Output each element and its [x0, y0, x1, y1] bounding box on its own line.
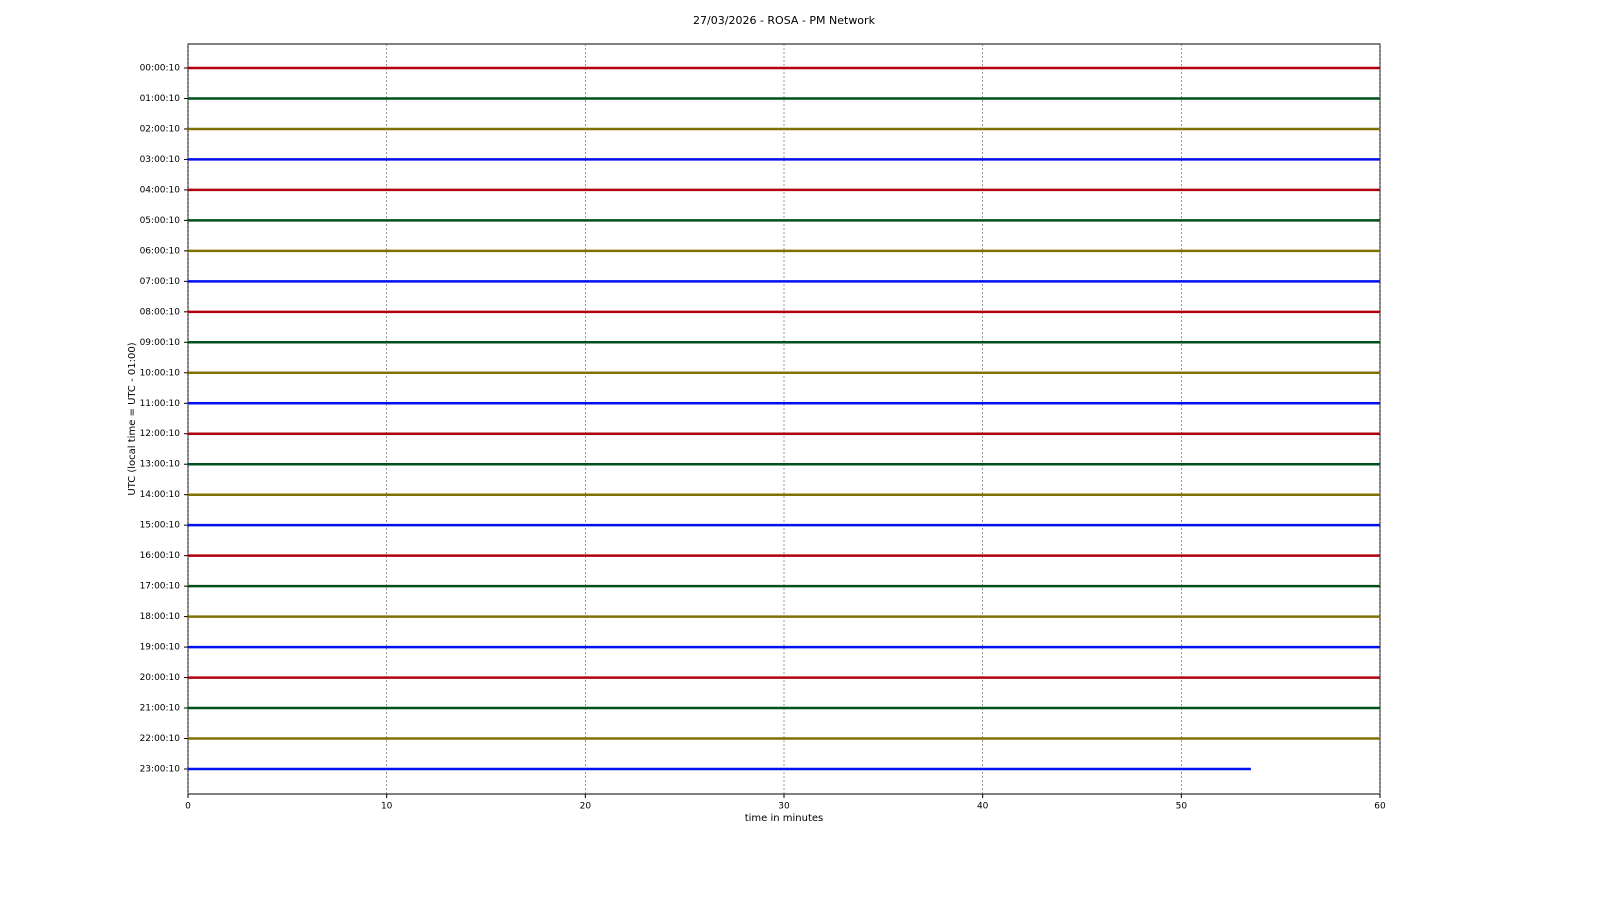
y-tick-label: 23:00:10	[140, 765, 181, 775]
y-tick-label: 00:00:10	[140, 64, 181, 74]
y-tick-label: 12:00:10	[140, 429, 181, 439]
y-tick-label: 13:00:10	[140, 460, 181, 470]
x-tick-label: 20	[580, 802, 592, 812]
x-tick-label: 10	[381, 802, 393, 812]
y-tick-label: 20:00:10	[140, 673, 181, 683]
y-tick-label: 17:00:10	[140, 582, 181, 592]
y-tick-label: 10:00:10	[140, 368, 181, 378]
y-tick-label: 22:00:10	[140, 734, 181, 744]
y-axis-label: UTC (local time = UTC - 01:00)	[127, 342, 138, 495]
x-tick-label: 50	[1176, 802, 1188, 812]
x-axis-label: time in minutes	[745, 813, 824, 824]
x-tick-label: 30	[778, 802, 790, 812]
y-tick-label: 11:00:10	[140, 399, 181, 409]
x-tick-label: 0	[185, 802, 191, 812]
y-tick-label: 09:00:10	[140, 338, 181, 348]
y-tick-label: 14:00:10	[140, 490, 181, 500]
y-tick-label: 07:00:10	[140, 277, 181, 287]
chart-title: 27/03/2026 - ROSA - PM Network	[693, 14, 876, 27]
x-tick-label: 40	[977, 802, 989, 812]
y-tick-label: 04:00:10	[140, 185, 181, 195]
y-tick-label: 18:00:10	[140, 612, 181, 622]
y-tick-label: 21:00:10	[140, 704, 181, 714]
y-tick-label: 19:00:10	[140, 643, 181, 653]
y-tick-label: 16:00:10	[140, 551, 181, 561]
y-tick-label: 03:00:10	[140, 155, 181, 165]
y-tick-label: 01:00:10	[140, 94, 181, 104]
y-tick-label: 05:00:10	[140, 216, 181, 226]
y-tick-label: 06:00:10	[140, 246, 181, 256]
y-tick-label: 02:00:10	[140, 124, 181, 134]
y-tick-label: 08:00:10	[140, 307, 181, 317]
y-tick-label: 15:00:10	[140, 521, 181, 531]
x-tick-label: 60	[1374, 802, 1386, 812]
